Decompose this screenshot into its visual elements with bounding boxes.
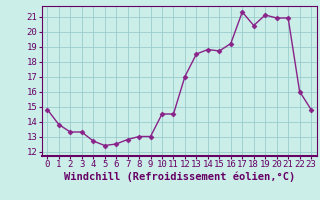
- X-axis label: Windchill (Refroidissement éolien,°C): Windchill (Refroidissement éolien,°C): [64, 172, 295, 182]
